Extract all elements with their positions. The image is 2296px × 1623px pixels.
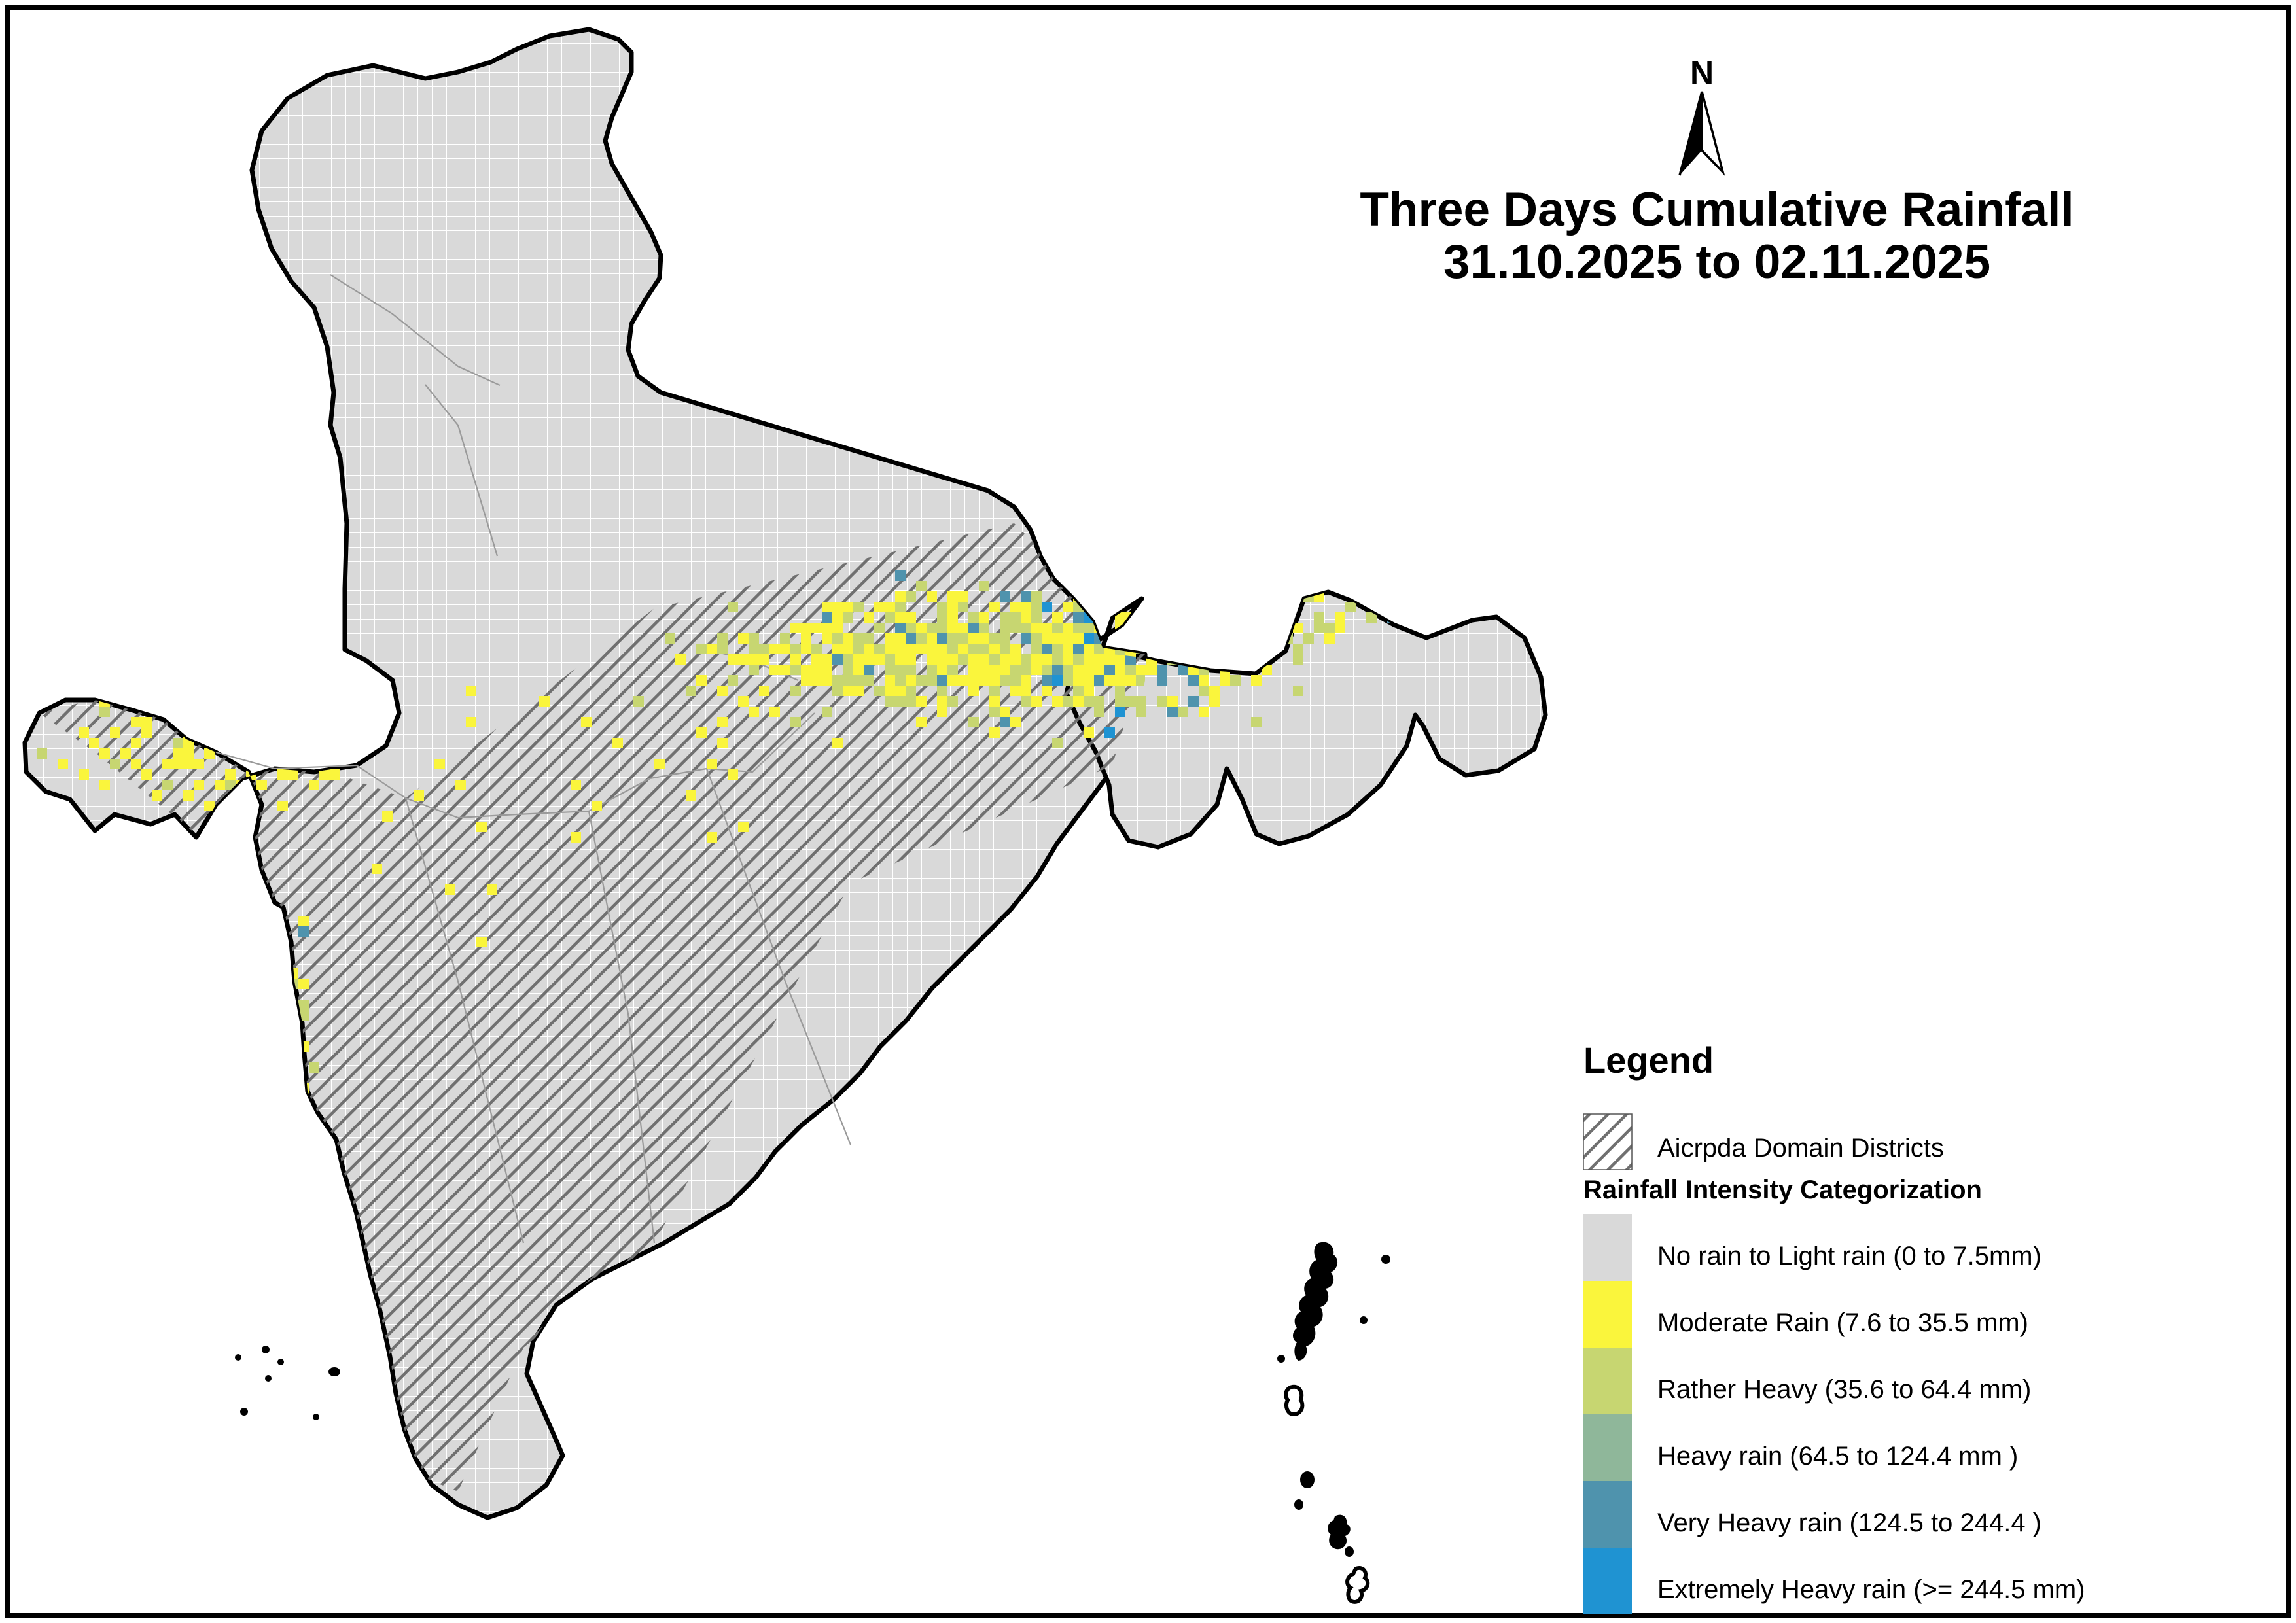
svg-text:Moderate Rain (7.6 to 35.5 mm): Moderate Rain (7.6 to 35.5 mm) bbox=[1657, 1308, 2028, 1337]
svg-text:Aicrpda Domain Districts: Aicrpda Domain Districts bbox=[1657, 1134, 1944, 1162]
svg-text:N: N bbox=[1690, 54, 1714, 91]
svg-text:No rain to Light rain (0 to 7.: No rain to Light rain (0 to 7.5mm) bbox=[1657, 1242, 2041, 1270]
svg-text:Very Heavy rain (124.5 to 244.: Very Heavy rain (124.5 to 244.4 ) bbox=[1657, 1509, 2041, 1537]
svg-text:Legend: Legend bbox=[1583, 1039, 1714, 1081]
svg-text:Extremely Heavy rain (>= 244.: Extremely Heavy rain (>= 244.5 mm) bbox=[1657, 1575, 2085, 1604]
svg-text:31.10.2025 to 02.11.2025: 31.10.2025 to 02.11.2025 bbox=[1443, 236, 1990, 288]
svg-text:Heavy rain (64.5 to 124.4 mm ): Heavy rain (64.5 to 124.4 mm ) bbox=[1657, 1442, 2018, 1471]
svg-text:Rather Heavy (35.6 to 64.4 mm): Rather Heavy (35.6 to 64.4 mm) bbox=[1657, 1375, 2031, 1404]
svg-text:Three Days Cumulative Rainfall: Three Days Cumulative Rainfall bbox=[1360, 183, 2074, 236]
svg-text:Rainfall Intensity Categorizat: Rainfall Intensity Categorization bbox=[1583, 1176, 1982, 1204]
